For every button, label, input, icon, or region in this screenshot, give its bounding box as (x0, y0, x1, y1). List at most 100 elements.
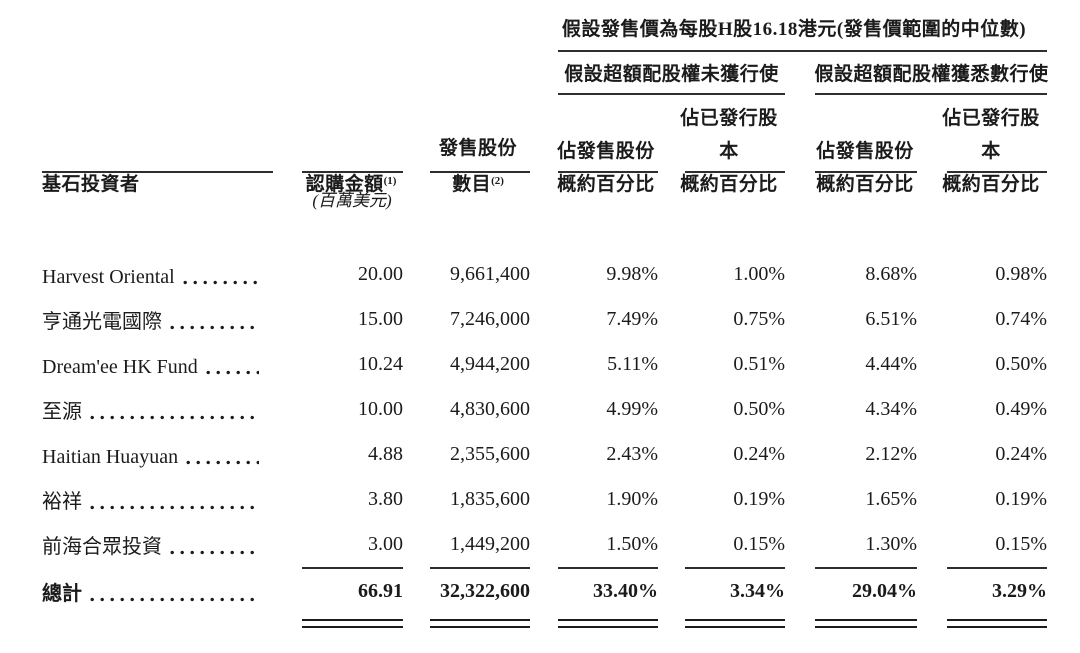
dot-leader (182, 280, 259, 285)
rows-mount: Harvest Oriental 20.00 9,661,400 9.98% 1… (42, 252, 1047, 567)
footnote-ref-1: (1) (383, 175, 397, 187)
group-no-exercise-rule (558, 93, 785, 95)
table-row: 前海合眾投資 3.00 1,449,200 1.50% 0.15% 1.30% … (42, 522, 1047, 567)
total-pct-issued-b-cell: 3.29% (992, 579, 1047, 602)
pct-offer-shares-b-cell: 6.51% (865, 308, 917, 330)
pct-issued-capital-a-cell: 0.15% (733, 533, 785, 555)
column-header-pct-issued-capital-a: 佔已發行股本 概約百分比 (680, 108, 778, 195)
pct-offer-shares-a-cell: 4.99% (606, 398, 658, 420)
unit-note: (百萬美元) (312, 191, 392, 210)
investor-name-cell: 至源 (42, 395, 273, 424)
header-underline-row (42, 171, 1047, 173)
column-header-pct-issued-capital-b: 佔已發行股本 概約百分比 (942, 108, 1040, 195)
pct-issued-capital-b-cell: 0.98% (995, 263, 1047, 285)
pct-issued-capital-b-cell: 0.19% (995, 488, 1047, 510)
subscription-amount-cell: 10.00 (358, 398, 403, 420)
total-amount-cell: 66.91 (358, 579, 403, 602)
group-full-exercise-rule (815, 93, 1047, 95)
pct-issued-capital-b-cell: 0.24% (995, 443, 1047, 465)
total-row: 總計 66.91 32,322,600 33.40% 3.34% 29.04% … (42, 569, 1047, 613)
table-row: 亨通光電國際 15.00 7,246,000 7.49% 0.75% 6.51%… (42, 297, 1047, 342)
pct-offer-shares-b-cell: 4.44% (865, 353, 917, 375)
offer-shares-cell: 1,835,600 (450, 488, 530, 510)
footnote-ref-2: (2) (491, 175, 504, 187)
pct-offer-shares-b-cell: 1.65% (865, 488, 917, 510)
total-pct-offer-b-cell: 29.04% (852, 579, 917, 602)
dot-leader (186, 460, 259, 465)
pct-col-rule-4 (947, 171, 1047, 173)
column-header-pct-offer-shares-b: 佔發售股份 概約百分比 (816, 141, 914, 195)
pct-issued-capital-b-cell: 0.74% (995, 308, 1047, 330)
total-pct-offer-a-cell: 33.40% (593, 579, 658, 602)
investor-name-cell: Harvest Oriental (42, 260, 273, 289)
table-row: Haitian Huayuan 4.88 2,355,600 2.43% 0.2… (42, 432, 1047, 477)
subscription-amount-cell: 20.00 (358, 263, 403, 285)
subscription-amount-cell: 10.24 (358, 353, 403, 375)
column-header-row: 基石投資者 認購金額(1) 發售股份 數目(2) 佔發售股份 概約百分比 佔已發… (42, 102, 1047, 195)
pct-offer-shares-b-cell: 1.30% (865, 533, 917, 555)
price-header-rule (558, 50, 1047, 52)
dot-leader (170, 325, 259, 330)
pct-offer-shares-a-cell: 1.90% (606, 488, 658, 510)
pct-col-rule-3 (815, 171, 917, 173)
pct-offer-shares-a-cell: 9.98% (606, 263, 658, 285)
table-row: Dream'ee HK Fund 10.24 4,944,200 5.11% 0… (42, 342, 1047, 387)
table-row: 至源 10.00 4,830,600 4.99% 0.50% 4.34% 0.4… (42, 387, 1047, 432)
offer-shares-cell: 4,830,600 (450, 398, 530, 420)
column-header-investor: 基石投資者 (42, 174, 140, 195)
group-header-full-exercise: 假設超額配股權獲悉數行使 (814, 64, 1049, 85)
pct-issued-capital-a-cell: 0.24% (733, 443, 785, 465)
offer-shares-cell: 9,661,400 (450, 263, 530, 285)
column-header-pct-offer-shares-a: 佔發售股份 概約百分比 (557, 141, 655, 195)
total-double-rule-row (42, 619, 1047, 628)
amount-column-rule (302, 171, 403, 173)
total-shares-cell: 32,322,600 (440, 579, 530, 602)
subscription-amount-cell: 3.80 (368, 488, 403, 510)
shares-column-rule (430, 171, 530, 173)
pct-offer-shares-a-cell: 7.49% (606, 308, 658, 330)
group-header-no-exercise: 假設超額配股權未獲行使 (564, 64, 779, 85)
investor-name-cell: Dream'ee HK Fund (42, 350, 273, 379)
column-header-offer-shares: 發售股份 數目(2) (438, 138, 517, 195)
table-row: 裕祥 3.80 1,835,600 1.90% 0.19% 1.65% 0.19… (42, 477, 1047, 522)
pct-issued-capital-a-cell: 0.50% (733, 398, 785, 420)
subscription-amount-cell: 3.00 (368, 533, 403, 555)
total-label-cell: 總計 (42, 577, 273, 606)
offer-shares-cell: 1,449,200 (450, 533, 530, 555)
pct-issued-capital-a-cell: 0.75% (733, 308, 785, 330)
dot-leader (170, 550, 259, 555)
column-header-subscription-amount: 認購金額(1) (305, 174, 397, 195)
subscription-amount-cell: 15.00 (358, 308, 403, 330)
pct-offer-shares-b-cell: 8.68% (865, 263, 917, 285)
pct-col-rule-2 (685, 171, 785, 173)
subscription-amount-cell: 4.88 (368, 443, 403, 465)
dot-leader (90, 596, 259, 602)
pct-offer-shares-a-cell: 2.43% (606, 443, 658, 465)
pct-issued-capital-a-cell: 1.00% (733, 263, 785, 285)
price-assumption-header: 假設發售價為每股H股16.18港元(發售價範圍的中位數) (561, 19, 1027, 40)
pct-issued-capital-a-cell: 0.19% (733, 488, 785, 510)
dot-leader (90, 505, 259, 510)
investor-column-rule (42, 171, 273, 173)
investor-name-cell: 亨通光電國際 (42, 305, 273, 334)
offer-shares-cell: 2,355,600 (450, 443, 530, 465)
offer-shares-cell: 4,944,200 (450, 353, 530, 375)
dot-leader (205, 370, 259, 375)
table-body: Harvest Oriental 20.00 9,661,400 9.98% 1… (42, 252, 1047, 628)
pct-offer-shares-b-cell: 2.12% (865, 443, 917, 465)
pct-col-rule-1 (558, 171, 658, 173)
total-pct-issued-a-cell: 3.34% (730, 579, 785, 602)
pct-issued-capital-b-cell: 0.50% (995, 353, 1047, 375)
pct-offer-shares-b-cell: 4.34% (865, 398, 917, 420)
pct-issued-capital-a-cell: 0.51% (733, 353, 785, 375)
dot-leader (90, 415, 259, 420)
pct-issued-capital-b-cell: 0.49% (995, 398, 1047, 420)
investor-name-cell: 前海合眾投資 (42, 530, 273, 559)
pct-issued-capital-b-cell: 0.15% (995, 533, 1047, 555)
offer-shares-cell: 7,246,000 (450, 308, 530, 330)
investor-name-cell: 裕祥 (42, 485, 273, 514)
pct-offer-shares-a-cell: 5.11% (607, 353, 658, 375)
table-row: Harvest Oriental 20.00 9,661,400 9.98% 1… (42, 252, 1047, 297)
investor-name-cell: Haitian Huayuan (42, 440, 273, 469)
